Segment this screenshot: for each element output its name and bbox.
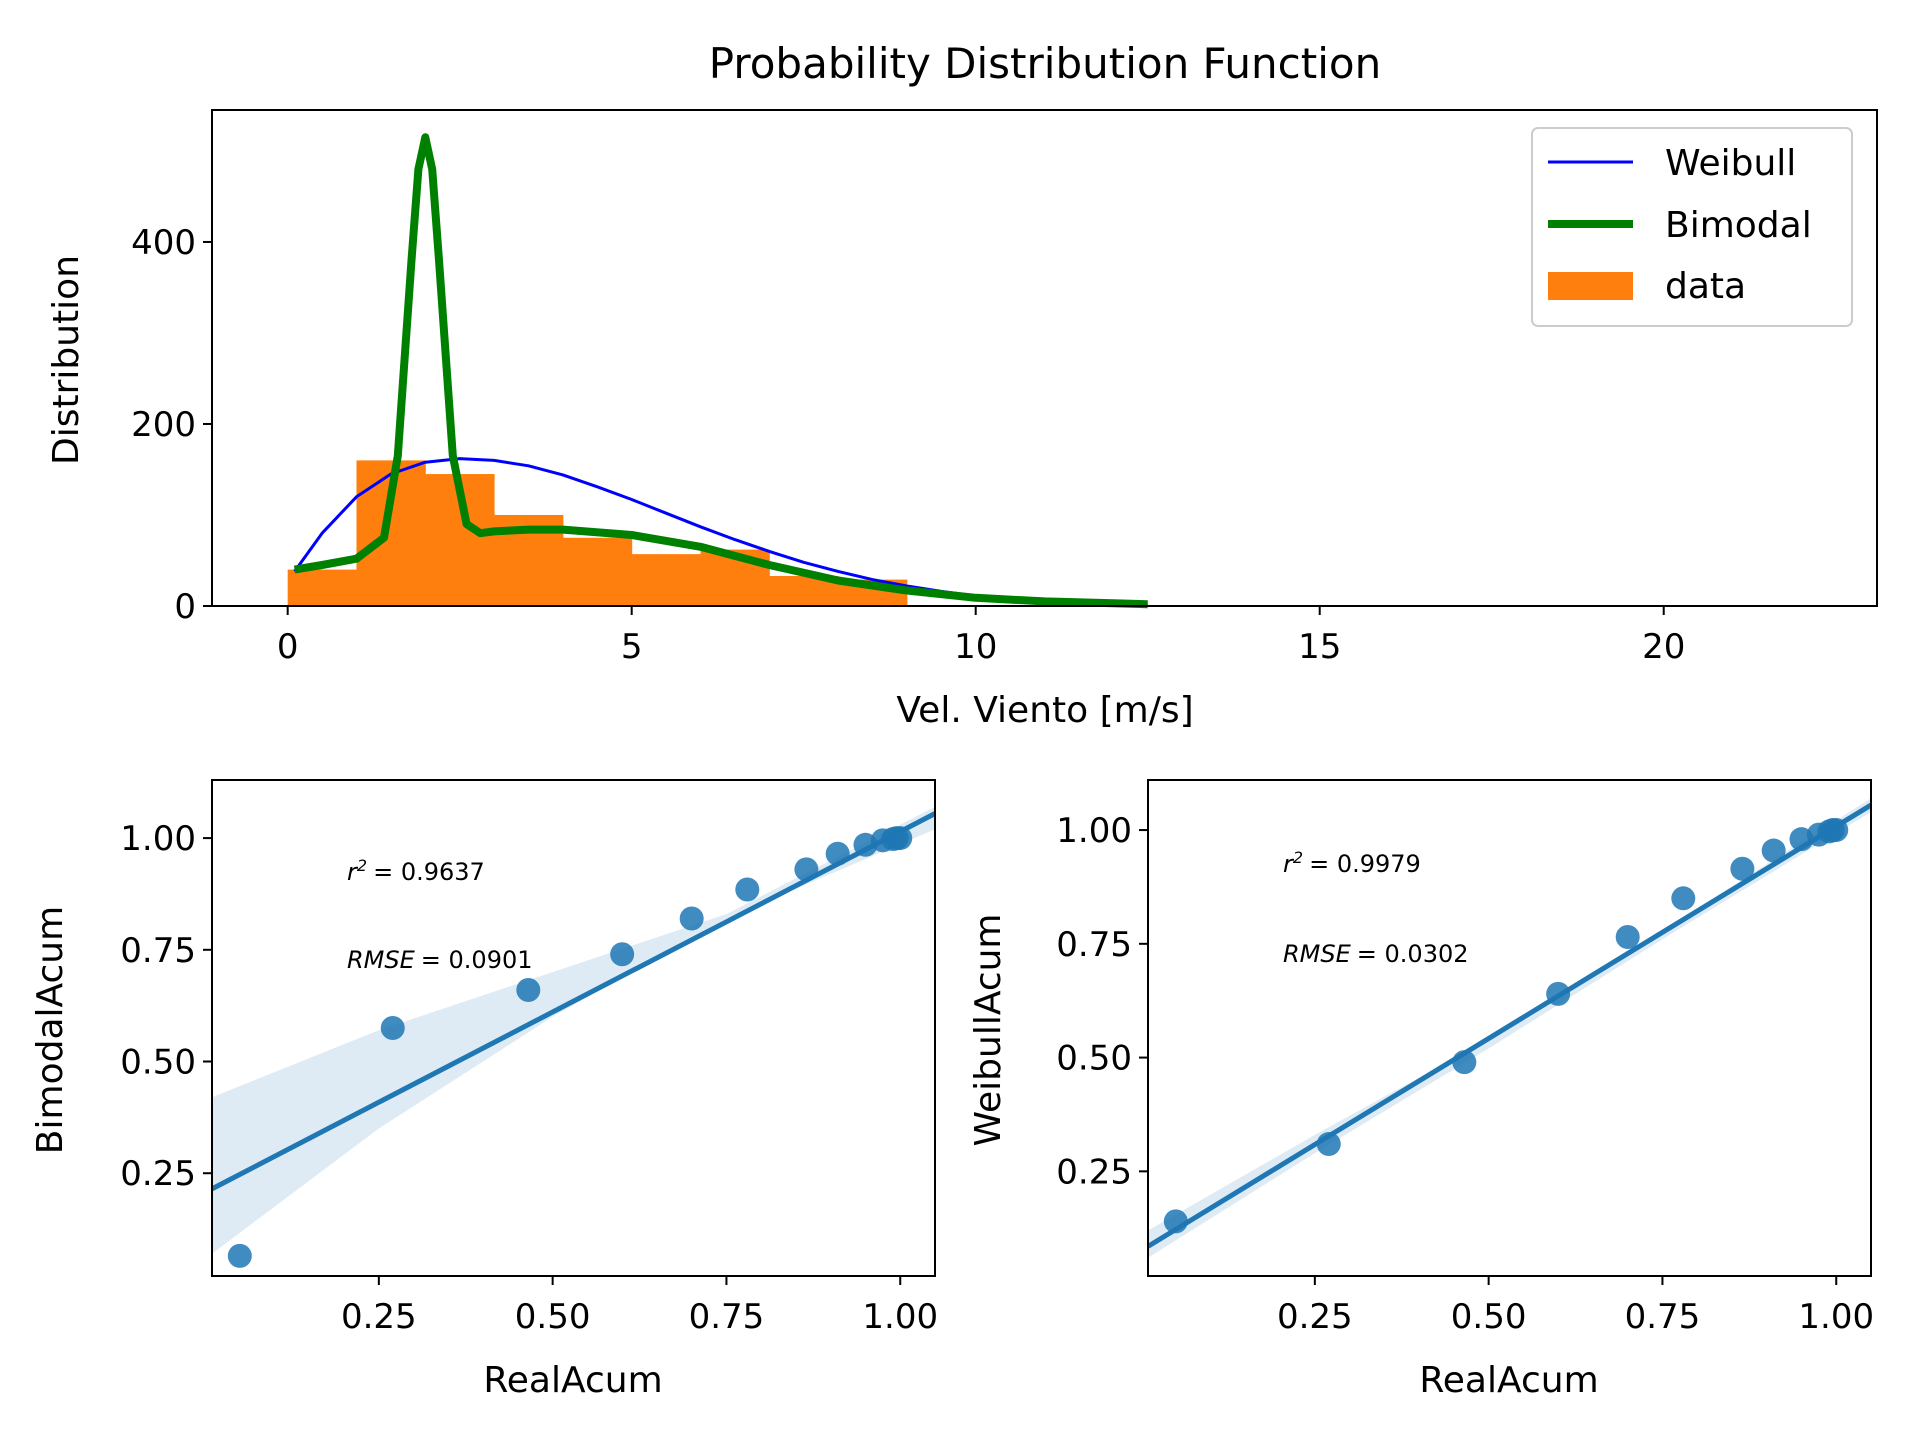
y-tick-label: 1.00 [120,819,196,859]
y-tick-label: 1.00 [1056,811,1132,851]
scatter-point [888,826,913,851]
bimodal-axes-frame [211,779,936,1277]
legend: Weibull Bimodal data [1531,127,1853,327]
y-tick-label: 0.75 [1056,925,1132,965]
bimodal-regression-panel: 0.25 0.50 0.75 1.00 0.250.500.751.00 r2 = 0.… [30,779,938,1401]
x-tick-label: 1.00 [862,1297,938,1337]
pdf-x-ticks: 0 5 10 15 20 [277,606,1685,667]
weibull-x-axis-label: RealAcum [1419,1360,1598,1401]
y-tick-label: 0.50 [1056,1039,1132,1079]
bimodal-y-axis-label: BimodalAcum [30,906,71,1154]
bimodal-rmse-annotation: RMSE = 0.0901 [347,946,533,974]
y-tick-label: 0.25 [1056,1152,1132,1192]
scatter-point [1615,924,1640,949]
pdf-y-ticks: 0 200 400 [131,223,212,627]
scatter-point [679,906,704,931]
weibull-axes-frame [1147,779,1872,1277]
scatter-point [1824,818,1849,843]
weibull-regression-panel: 0.25 0.50 0.75 1.00 0.250.500.751.00 r2 = 0.… [968,779,1874,1401]
legend-weibull-label: Weibull [1665,143,1796,184]
scatter-point [1546,981,1571,1006]
scatter-point [1163,1209,1188,1234]
x-tick-label: 0.25 [341,1297,417,1337]
scatter-point [516,978,541,1003]
y-tick-label: 400 [131,223,196,263]
scatter-point [794,857,819,882]
weibull-rmse-annotation: RMSE = 0.0302 [1283,940,1469,968]
pdf-lines [293,133,1148,609]
scatter-point [1316,1132,1341,1157]
legend-bimodal-label: Bimodal [1665,205,1812,246]
x-tick-label: 0.75 [1625,1297,1701,1337]
bimodal-x-axis-label: RealAcum [483,1360,662,1401]
scatter-point [227,1243,252,1268]
bimodal-curve [293,133,1148,609]
histogram-bar [562,537,633,606]
x-tick-label: 15 [1298,627,1341,667]
scatter-point [1671,886,1696,911]
x-tick-label: 20 [1642,627,1685,667]
scatter-point [1730,856,1755,881]
bimodal-scatter-points [227,826,913,1268]
legend-data-label: data [1665,266,1746,307]
scatter-point [1761,838,1786,863]
x-tick-label: 0.25 [1277,1297,1353,1337]
bimodal-y-ticks: 0.25 0.50 0.75 1.00 [120,819,212,1194]
weibull-regression-line [1148,802,1871,1249]
scatter-point [380,1016,405,1040]
x-tick-label: 0.50 [1451,1297,1527,1337]
scatter-point [825,841,850,866]
x-tick-label: 0.50 [515,1297,591,1337]
x-tick-label: 0.75 [689,1297,765,1337]
weibull-y-ticks: 0.25 0.50 0.75 1.00 [1056,811,1148,1192]
regression-line [1148,802,1871,1249]
x-tick-label: 5 [621,627,643,667]
scatter-point [735,877,760,902]
histogram-bar [287,569,357,606]
x-tick-label: 0 [277,627,299,667]
pdf-axes-frame [211,109,1878,607]
pdf-panel: Probability Distribution Function 0 5 10 15… [46,39,1878,731]
y-tick-label: 0.50 [120,1043,196,1083]
histogram-bar [631,554,701,606]
pdf-x-axis-label: Vel. Viento [m/s] [896,690,1193,731]
weibull-scatter-points [1163,818,1849,1234]
x-tick-label: 10 [954,627,997,667]
legend-data-swatch [1548,272,1633,300]
y-tick-label: 0 [174,587,196,627]
chart-title: Probability Distribution Function [709,39,1381,88]
pdf-y-axis-label: Distribution [46,255,87,465]
y-tick-label: 200 [131,405,196,445]
bimodal-x-ticks: 0.25 0.50 0.75 1.00 [341,1276,938,1337]
y-tick-label: 0.75 [120,931,196,971]
weibull-y-axis-label: WeibullAcum [968,914,1009,1147]
y-tick-label: 0.25 [120,1154,196,1194]
x-tick-label: 1.00 [1798,1297,1874,1337]
weibull-x-ticks: 0.25 0.50 0.75 1.00 [1277,1276,1874,1337]
scatter-point [1452,1050,1477,1075]
scatter-point [610,942,635,967]
